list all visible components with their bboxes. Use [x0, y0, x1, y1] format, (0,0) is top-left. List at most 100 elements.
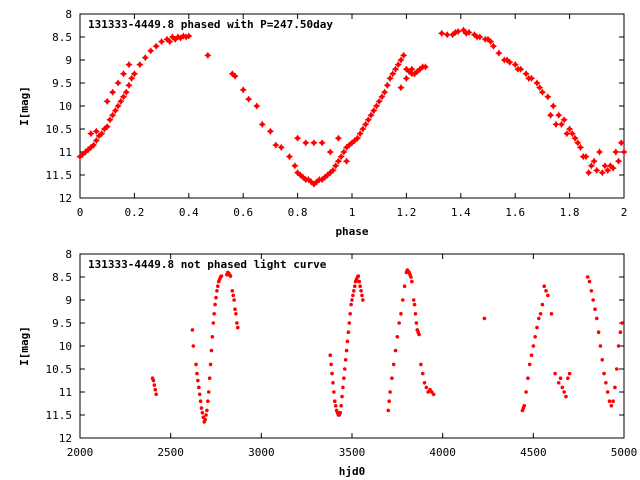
data-point: [230, 289, 235, 293]
data-point: [158, 38, 166, 46]
data-point: [604, 381, 608, 385]
data-point: [566, 125, 574, 133]
data-point: [199, 406, 204, 410]
data-point: [235, 321, 239, 325]
chart-title: 131333-4449.8 not phased light curve: [88, 258, 327, 271]
data-point: [587, 162, 595, 170]
y-tick-label: 11: [59, 386, 72, 399]
x-tick-label: 0.4: [179, 206, 199, 219]
data-point: [356, 130, 364, 138]
data-point: [182, 33, 190, 41]
data-point: [503, 56, 511, 64]
data-point: [100, 125, 109, 133]
data-point: [389, 70, 397, 78]
data-point: [560, 116, 568, 124]
data-point: [529, 353, 534, 358]
data-point: [607, 399, 612, 404]
data-point: [601, 162, 609, 170]
data-point: [334, 134, 342, 142]
data-point: [587, 279, 592, 284]
data-point: [372, 102, 381, 110]
data-point: [590, 157, 598, 165]
data-point: [544, 289, 548, 293]
data-point: [397, 84, 405, 92]
data-point: [605, 390, 610, 394]
data-point: [357, 279, 362, 284]
y-tick-label: 11.5: [46, 169, 73, 182]
data-point: [557, 120, 566, 128]
data-point: [602, 371, 606, 376]
x-tick-label: 4000: [429, 446, 456, 459]
data-point: [358, 284, 362, 289]
data-point: [341, 385, 345, 390]
data-point: [563, 130, 571, 138]
data-point: [245, 95, 253, 103]
data-point: [489, 42, 498, 50]
data-point: [549, 312, 554, 316]
data-point: [204, 51, 212, 59]
data-point: [210, 335, 215, 339]
data-point: [542, 284, 547, 289]
data-point: [614, 157, 623, 165]
data-point: [348, 312, 352, 316]
data-point: [304, 176, 313, 184]
data-point: [591, 298, 595, 302]
data-point: [339, 404, 343, 408]
data-point: [92, 127, 100, 135]
data-point: [585, 169, 593, 177]
data-point: [95, 132, 103, 140]
data-point: [197, 392, 202, 397]
data-point: [326, 148, 334, 156]
data-point: [540, 302, 545, 307]
data-point: [331, 381, 335, 385]
data-point: [522, 70, 530, 78]
x-axis-label: phase: [335, 225, 368, 238]
data-point: [533, 335, 537, 339]
data-point: [506, 58, 514, 66]
data-point: [106, 116, 114, 124]
data-point: [219, 274, 224, 278]
data-point: [571, 134, 579, 142]
data-point: [318, 139, 326, 147]
data-point: [356, 274, 361, 278]
data-point: [367, 111, 375, 119]
x-tick-label: 1: [349, 206, 356, 219]
data-point: [332, 162, 340, 170]
data-point: [152, 42, 160, 50]
data-point: [231, 72, 239, 80]
data-point: [87, 130, 95, 138]
data-point: [231, 293, 236, 298]
data-point: [81, 148, 90, 156]
data-point: [361, 298, 365, 302]
data-point: [546, 111, 555, 119]
data-point: [291, 162, 299, 170]
data-point: [228, 70, 236, 78]
data-point: [589, 289, 594, 293]
x-tick-label: 0: [77, 206, 84, 219]
data-point: [616, 344, 621, 348]
y-tick-label: 8: [65, 248, 72, 261]
data-point: [153, 387, 158, 392]
data-point: [410, 70, 419, 78]
data-point: [383, 81, 391, 89]
data-point: [606, 162, 614, 170]
data-point: [531, 344, 536, 348]
data-point: [495, 49, 503, 57]
x-tick-label: 1.2: [396, 206, 416, 219]
data-point: [420, 371, 425, 376]
data-point: [388, 390, 392, 394]
data-point: [391, 362, 396, 367]
data-point: [574, 139, 582, 147]
data-point: [359, 125, 367, 133]
data-point: [482, 316, 487, 321]
y-tick-label: 10: [59, 100, 72, 113]
data-point: [449, 31, 457, 39]
data-point: [345, 339, 350, 344]
x-tick-label: 2500: [157, 446, 184, 459]
data-point: [206, 399, 210, 404]
data-point: [214, 295, 218, 300]
data-point: [343, 358, 348, 362]
data-point: [196, 385, 201, 390]
data-point: [484, 35, 492, 43]
x-tick-label: 5000: [611, 446, 638, 459]
